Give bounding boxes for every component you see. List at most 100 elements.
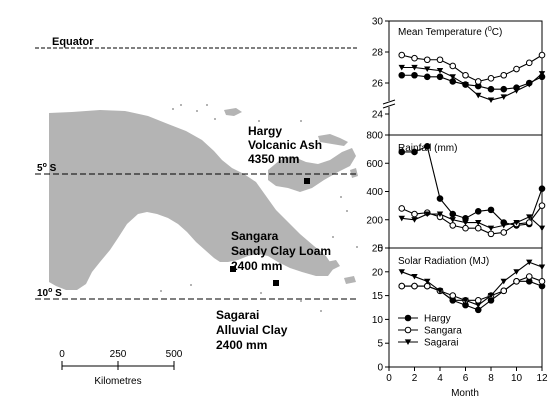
x-tick-label: 0 [386,373,392,384]
site-name: Sangara [231,229,279,243]
data-point-hargy [500,85,508,93]
y-tick-label: 15 [372,291,384,302]
axis-break [382,99,396,109]
data-point-sagarai [526,81,533,88]
data-point-hargy [474,207,482,215]
data-point-sagarai [487,293,495,299]
y-tick-label: 0 [377,363,383,374]
equator-label: Equator [52,36,94,48]
data-point-sangara [449,292,457,299]
legend-marker-sangara [404,326,412,334]
data-point-sangara [411,54,418,62]
land-new-ireland [318,134,348,146]
speckle-dot [346,210,348,212]
speckle-dot [180,104,182,106]
land-new-britain [268,148,356,192]
data-point-hargy [398,71,406,79]
series-line-hargy [401,74,543,90]
x-tick-label: 12 [536,373,548,384]
data-point-sangara [436,56,444,64]
x-tick-label: 10 [511,373,523,384]
data-point-sangara [500,71,508,79]
y-tick-label: 28 [372,48,384,59]
data-point-sagarai [513,219,520,226]
data-point-sangara [462,224,469,232]
lat5-label: 5o S [37,162,57,174]
legend-marker-hargy [404,314,412,322]
scale-tick-0: 0 [59,349,65,360]
data-point-sangara [474,297,482,304]
site-soil: Sandy Clay Loam [231,244,331,258]
series-line-sangara [401,205,543,235]
panel-rainfall: 0 200 400 600 800 [366,131,546,255]
data-point-sangara [398,205,406,212]
data-point-hargy [487,85,495,93]
data-point-hargy [423,73,431,81]
site-name: Hargy [248,124,282,138]
panel-title-temperature: Mean Temperature (0C) [398,26,502,38]
scale-tick-250: 250 [110,349,127,360]
scale-label: Kilometres [94,376,141,387]
site-marker-sangara [230,266,236,272]
site-label-sagarai: Sagarai Alluvial Clay 2400 mm [216,308,288,352]
speckle-dots [160,104,358,312]
speckle-dot [340,196,342,198]
data-point-sagarai [513,269,520,275]
site-rain: 4350 mm [248,152,299,166]
y-tick-label: 25 [372,244,384,255]
data-point-sangara [538,278,546,285]
data-point-hargy [411,148,418,156]
data-point-sangara [411,210,418,218]
data-point-sagarai [424,66,431,73]
legend-label-sangara: Sangara [424,326,462,337]
panel-temperature: 24 26 28 30 [372,17,546,121]
panel-title-solar: Solar Radiation (MJ) [398,256,489,267]
land-islands-east [326,260,356,284]
data-point-sagarai [487,225,495,232]
data-point-sagarai [538,225,546,232]
data-point-sangara [487,75,495,82]
data-point-sagarai [398,215,405,222]
y-tick-label: 200 [366,215,383,226]
data-point-sangara [449,222,457,229]
land-bougainville-tip [350,168,358,178]
y-tick-label: 600 [366,159,383,170]
gulf-of-papua [120,226,176,246]
data-point-sangara [525,273,533,280]
data-point-sagarai [449,74,456,80]
data-point-sangara [423,56,431,64]
y-tick-label: 26 [372,79,384,90]
data-point-sagarai [475,92,482,99]
data-point-hargy [436,73,444,81]
land-mainland [49,110,334,290]
series-line-sagarai [401,213,543,229]
data-point-sagarai [424,211,431,218]
data-point-sagarai [526,259,533,266]
y-tick-label: 800 [366,131,383,142]
data-point-sagarai [436,68,444,74]
speckle-dot [332,236,334,238]
speckle-dot [300,120,302,122]
data-point-sagarai [398,64,405,71]
data-point-sagarai [436,211,444,218]
site-rain: 2400 mm [231,259,282,273]
data-point-sangara [513,65,520,73]
land-manus [224,108,242,116]
site-soil: Alluvial Clay [216,323,288,337]
panel-title-rainfall: Rainfall (mm) [398,143,457,154]
y-tick-label: 20 [372,267,384,278]
data-point-sangara [500,229,508,236]
speckle-dot [356,246,358,248]
site-name: Sagarai [216,308,259,322]
data-point-sagarai [398,269,405,275]
data-point-sangara [474,224,482,232]
y-tick-label: 10 [372,315,384,326]
data-point-sagarai [424,278,431,285]
legend-marker-sagarai [404,339,412,345]
data-point-sagarai [538,264,546,271]
data-point-sagarai [436,288,444,294]
y-tick-label: 30 [372,17,384,28]
site-marker-sagarai [273,280,279,286]
